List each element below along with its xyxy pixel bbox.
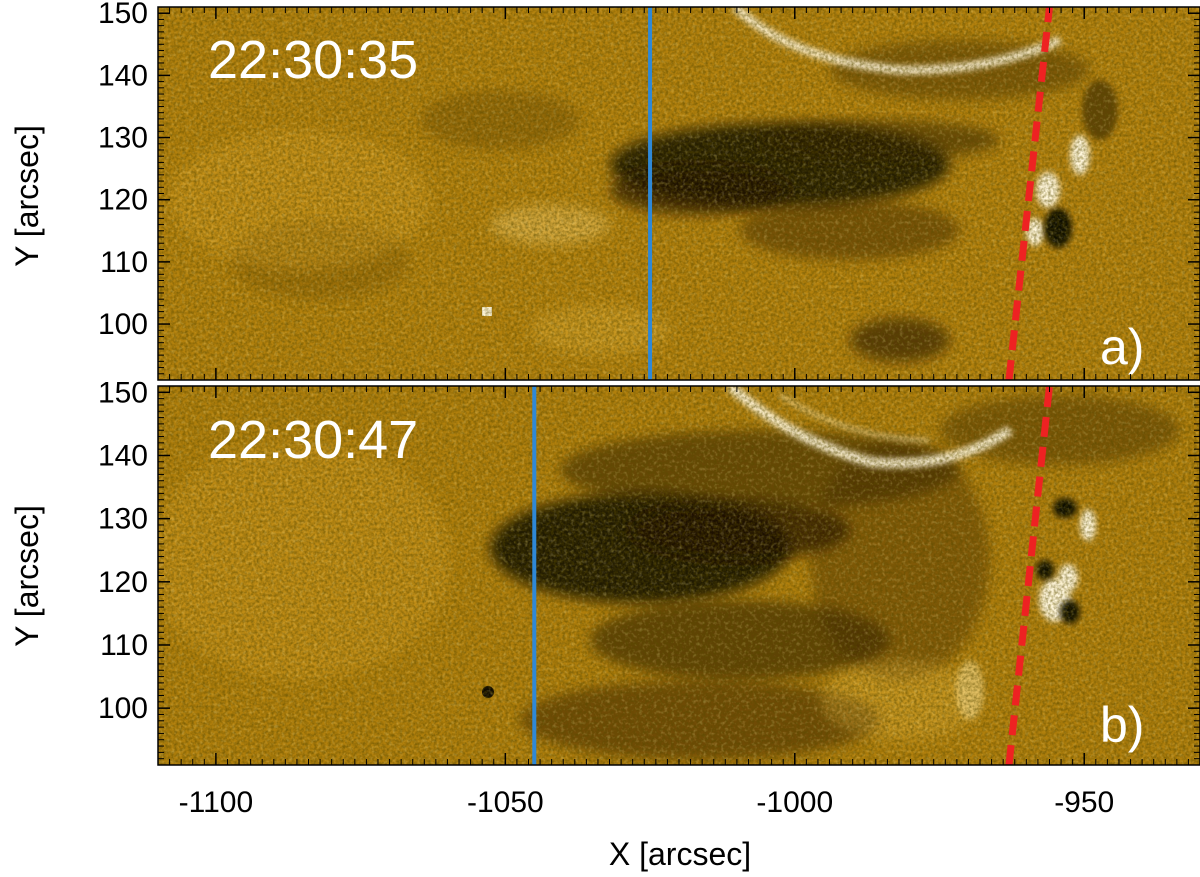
y-tick-label: 150 xyxy=(98,0,148,30)
panel-b-image: 22:30:47 b) xyxy=(157,385,1200,766)
panel-b-y-axis-title: Y [arcsec] xyxy=(9,505,45,647)
axes: 100 110 120 130 140 150 100 110 120 130 140 150 -110… xyxy=(98,0,1200,819)
x-tick-label: -950 xyxy=(1054,786,1114,819)
x-axis-title: X [arcsec] xyxy=(609,836,751,872)
panel-a-dashed-marker xyxy=(1005,6,1053,381)
panel-a-panel-label: a) xyxy=(1100,319,1144,375)
y-tick-label: 100 xyxy=(98,692,148,725)
y-tick-label: 120 xyxy=(98,184,148,217)
x-tick-label: -1100 xyxy=(179,786,254,819)
panel-a-y-axis-title: Y [arcsec] xyxy=(9,125,45,267)
y-tick-label: 110 xyxy=(100,246,148,279)
y-tick-label: 100 xyxy=(98,308,148,341)
panel-b-dashed-marker xyxy=(1005,385,1053,766)
x-tick-label: -1050 xyxy=(467,786,544,819)
y-tick-label: 130 xyxy=(98,503,148,536)
x-tick-label: -1000 xyxy=(756,786,833,819)
y-tick-label: 150 xyxy=(98,376,148,409)
panel-a-image: 22:30:35 a) xyxy=(157,6,1200,381)
y-tick-label: 140 xyxy=(98,59,148,92)
y-tick-label: 110 xyxy=(100,629,148,662)
panel-a-time-label: 22:30:35 xyxy=(208,30,418,90)
y-tick-label: 140 xyxy=(98,439,148,472)
panel-b-time-label: 22:30:47 xyxy=(208,410,418,470)
y-tick-label: 130 xyxy=(98,122,148,155)
y-tick-label: 120 xyxy=(98,566,148,599)
panel-b-panel-label: b) xyxy=(1100,697,1144,753)
